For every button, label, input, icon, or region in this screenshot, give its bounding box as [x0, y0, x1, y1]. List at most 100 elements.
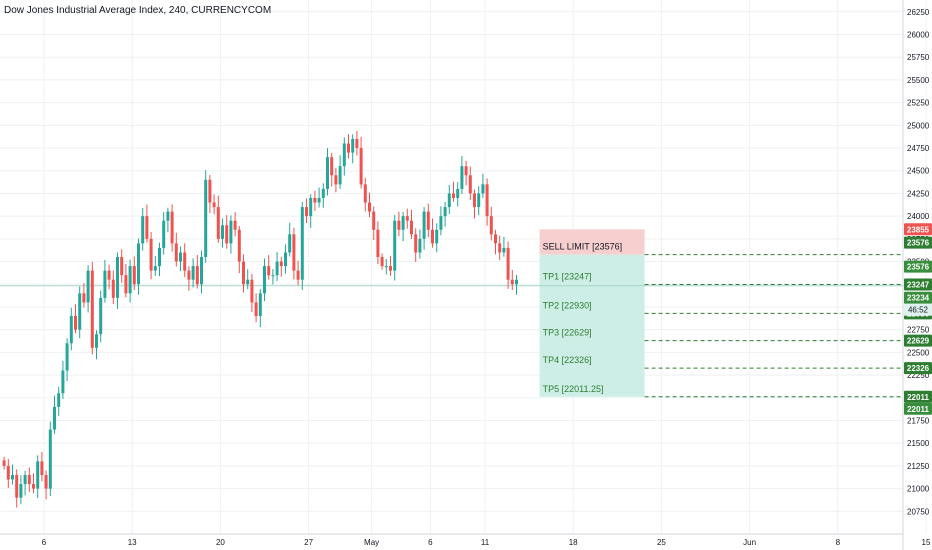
candle-body: [447, 193, 451, 208]
y-tick-label: 25250: [907, 99, 930, 108]
candle-body: [515, 279, 518, 285]
candle-body: [368, 202, 371, 212]
candle-body: [242, 261, 245, 285]
candle-body: [414, 234, 418, 253]
x-tick-label: May: [364, 538, 379, 547]
candle-body: [460, 166, 464, 189]
candle-body: [6, 465, 10, 480]
candle-body: [267, 266, 271, 276]
candle-body: [23, 474, 27, 485]
tp1-label: TP1 [23247]: [543, 272, 592, 282]
sell-limit-label: SELL LIMIT [23576]: [543, 242, 623, 252]
candle-body: [384, 266, 388, 268]
candle-body: [397, 220, 401, 230]
candle-body: [284, 252, 287, 267]
candle-body: [212, 202, 216, 208]
candle-body: [27, 474, 31, 485]
x-tick-label: 11: [481, 538, 490, 547]
candle-body: [128, 266, 132, 294]
price-tag-label: 23855: [907, 225, 930, 234]
candle-body: [32, 484, 35, 489]
y-tick-label: 24500: [907, 167, 930, 176]
price-tag: [904, 223, 932, 236]
candle-body: [305, 207, 308, 217]
tp4-label: TP4 [22326]: [543, 355, 592, 365]
x-tick-label: Jun: [743, 538, 756, 547]
candle-body: [389, 266, 392, 271]
candle-body: [65, 343, 69, 371]
candle-body: [351, 138, 355, 153]
candle-body: [510, 279, 514, 285]
tp2-label: TP2 [22930]: [543, 300, 592, 310]
countdown-label: 46:52: [908, 306, 929, 315]
candle-body: [431, 229, 434, 244]
price-tag: [904, 236, 932, 249]
candle-body: [124, 275, 128, 294]
price-tag: [904, 291, 932, 304]
candle-body: [82, 293, 86, 303]
candle-body: [78, 293, 82, 330]
y-tick-label: 25500: [907, 76, 930, 85]
candle-body: [426, 211, 430, 230]
candle-body: [338, 166, 342, 185]
candle-body: [15, 474, 19, 498]
candle-body: [103, 270, 107, 298]
candle-body: [380, 257, 384, 267]
y-tick-label: 24000: [907, 212, 930, 221]
candle-body: [200, 257, 203, 285]
countdown-tag: [904, 303, 932, 316]
candle-body: [494, 234, 497, 244]
price-tag-label: 23247: [907, 281, 930, 290]
price-tag: [904, 278, 932, 291]
candle-body: [405, 216, 409, 221]
candle-body: [342, 143, 346, 167]
candle-body: [506, 247, 510, 280]
candle-body: [191, 266, 195, 280]
candle-body: [279, 261, 283, 267]
x-tick-label: 18: [569, 538, 578, 547]
candle-body: [489, 216, 493, 235]
x-tick-label: 20: [216, 538, 225, 547]
candle-body: [174, 243, 178, 262]
tp5-label: TP5 [22011.25]: [543, 384, 604, 394]
candle-body: [309, 197, 313, 217]
candle-body: [53, 406, 56, 430]
candle-body: [229, 220, 233, 244]
y-tick-label: 20750: [907, 507, 930, 516]
candle-body: [132, 266, 136, 285]
tp3-label: TP3 [22629]: [543, 328, 592, 338]
candle-body: [271, 275, 275, 277]
candle-body: [401, 216, 405, 230]
take-profit-zone[interactable]: [539, 254, 645, 397]
candle-body: [443, 207, 447, 217]
candle-body: [166, 211, 170, 221]
candle-body: [99, 297, 103, 335]
candle-body: [363, 184, 367, 203]
candle-body: [439, 216, 443, 230]
candle-body: [347, 143, 350, 153]
stop-loss-zone[interactable]: [539, 229, 645, 255]
candle-body: [300, 207, 304, 280]
candle-body: [149, 238, 153, 271]
price-tag: [904, 402, 932, 415]
candle-body: [321, 188, 325, 198]
x-tick-label: 27: [304, 538, 313, 547]
candle-body: [48, 429, 52, 489]
candle-body: [158, 247, 161, 267]
candle-body: [502, 247, 506, 253]
candle-body: [111, 279, 115, 298]
candle-body: [11, 474, 14, 480]
candle-body: [116, 257, 119, 298]
candle-body: [326, 157, 329, 189]
price-tag: [904, 260, 932, 273]
y-tick-label: 25000: [907, 121, 930, 130]
candle-body: [195, 266, 199, 285]
candle-body: [372, 211, 376, 230]
candle-body: [179, 252, 182, 262]
candle-body: [359, 148, 363, 185]
x-tick-label: 15: [922, 538, 931, 547]
chart-title: Dow Jones Industrial Average Index, 240,…: [4, 5, 272, 16]
x-tick-label: 8: [836, 538, 841, 547]
